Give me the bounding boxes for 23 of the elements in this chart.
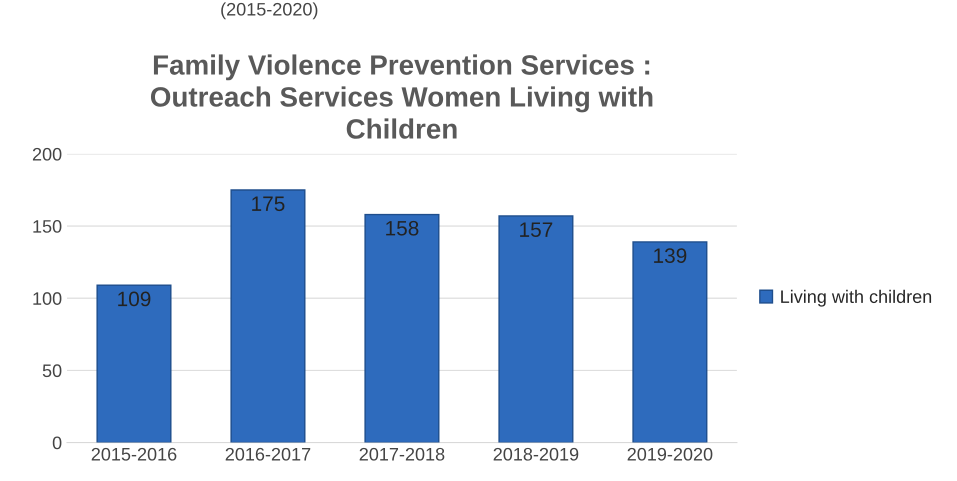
data-label: 157 xyxy=(520,222,552,238)
data-label: 175 xyxy=(252,196,284,212)
y-tick-label: 150 xyxy=(33,220,62,233)
x-tick-label: 2019-2020 xyxy=(628,448,712,461)
x-tick-label: 2017-2018 xyxy=(360,448,444,461)
x-tick-label: 2018-2019 xyxy=(494,448,578,461)
y-tick-label: 100 xyxy=(33,292,62,305)
data-label: 109 xyxy=(118,292,150,306)
chart-title: Family Violence Prevention Services : Outreach Services Women Living with Children xyxy=(150,54,652,139)
bar xyxy=(498,215,574,443)
legend-label: Living with children xyxy=(781,290,932,307)
y-tick-label: 0 xyxy=(52,436,62,450)
data-label: 139 xyxy=(654,248,686,264)
bar xyxy=(632,241,708,443)
y-tick-label: 50 xyxy=(42,364,62,378)
y-tick-label: 200 xyxy=(32,148,62,161)
bar xyxy=(364,214,440,443)
x-tick-label: 2016-2017 xyxy=(226,448,310,461)
bar xyxy=(96,284,172,443)
bar xyxy=(230,189,306,443)
chart-subtitle: (2015-2020) xyxy=(221,2,318,20)
x-tick-label: 2015-2016 xyxy=(92,448,176,461)
data-label: 158 xyxy=(386,220,418,236)
